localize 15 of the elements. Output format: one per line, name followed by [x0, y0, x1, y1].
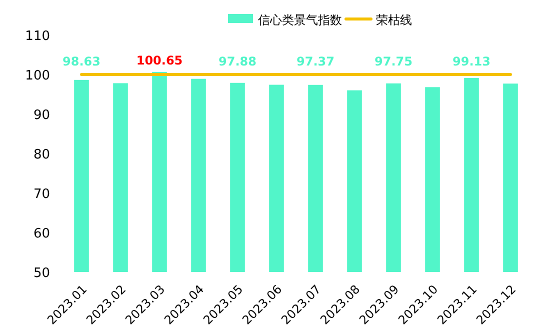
y-tick-label: 110	[25, 29, 50, 44]
data-label: 97.88	[218, 54, 256, 68]
legend-label: 信心类景气指数	[258, 13, 342, 27]
y-tick-label: 60	[33, 226, 50, 242]
data-label: 98.63	[62, 54, 100, 68]
y-tick-label: 50	[33, 266, 50, 281]
data-label: 99.13	[452, 54, 490, 68]
y-tick-label: 100	[25, 68, 50, 84]
data-label: 100.65	[136, 54, 183, 68]
y-tick-label: 90	[33, 108, 50, 123]
y-tick-label: 70	[33, 187, 50, 202]
y-tick-label: 80	[33, 148, 50, 162]
legend-label: 荣枯线	[376, 13, 412, 27]
data-label: 97.37	[296, 54, 334, 68]
data-label: 97.75	[374, 54, 412, 68]
